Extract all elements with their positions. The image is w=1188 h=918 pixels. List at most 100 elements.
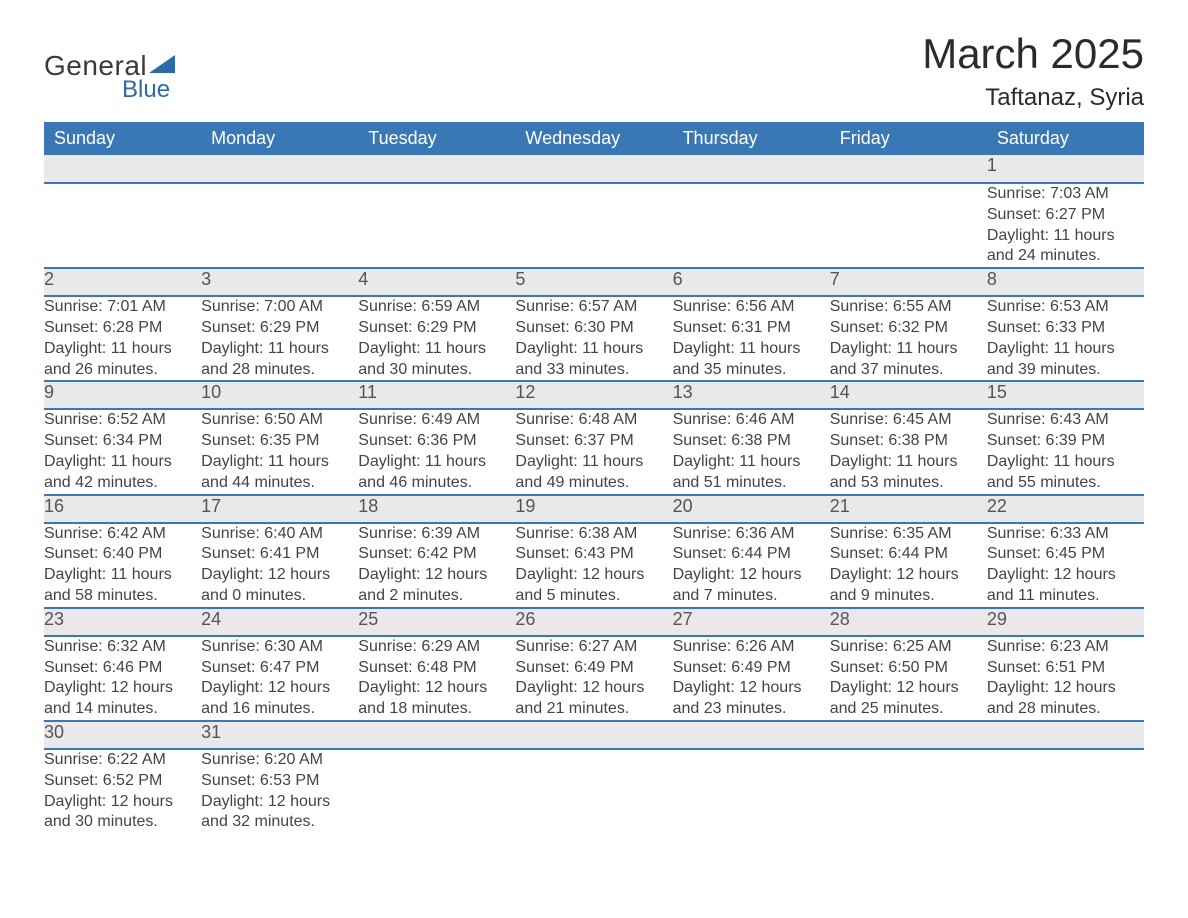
daylight-text: Daylight: 12 hours xyxy=(830,678,987,699)
sunset-text: Sunset: 6:38 PM xyxy=(830,431,987,452)
sunset-text: Sunset: 6:46 PM xyxy=(44,658,201,679)
daylight-text: and 30 minutes. xyxy=(358,360,515,381)
sunset-text: Sunset: 6:29 PM xyxy=(358,318,515,339)
day-number-cell: 25 xyxy=(358,608,515,636)
day-detail-cell: Sunrise: 6:22 AMSunset: 6:52 PMDaylight:… xyxy=(44,749,201,833)
daylight-text: Daylight: 12 hours xyxy=(987,678,1144,699)
daylight-text: Daylight: 11 hours xyxy=(987,226,1144,247)
day-detail-cell: Sunrise: 7:00 AMSunset: 6:29 PMDaylight:… xyxy=(201,296,358,381)
day-number-cell: 24 xyxy=(201,608,358,636)
day-detail-cell xyxy=(44,183,201,268)
daylight-text: Daylight: 11 hours xyxy=(673,339,830,360)
day-detail-cell: Sunrise: 6:33 AMSunset: 6:45 PMDaylight:… xyxy=(987,523,1144,608)
sunrise-text: Sunrise: 6:25 AM xyxy=(830,637,987,658)
sunset-text: Sunset: 6:33 PM xyxy=(987,318,1144,339)
day-detail-cell: Sunrise: 6:43 AMSunset: 6:39 PMDaylight:… xyxy=(987,409,1144,494)
sunset-text: Sunset: 6:28 PM xyxy=(44,318,201,339)
day-detail-cell: Sunrise: 6:50 AMSunset: 6:35 PMDaylight:… xyxy=(201,409,358,494)
sunrise-text: Sunrise: 7:03 AM xyxy=(987,184,1144,205)
day-number-cell: 21 xyxy=(830,495,987,523)
sunrise-text: Sunrise: 6:59 AM xyxy=(358,297,515,318)
sunrise-text: Sunrise: 6:22 AM xyxy=(44,750,201,771)
day-number-cell: 19 xyxy=(515,495,672,523)
sunset-text: Sunset: 6:49 PM xyxy=(515,658,672,679)
daylight-text: and 18 minutes. xyxy=(358,699,515,720)
daylight-text: Daylight: 12 hours xyxy=(358,565,515,586)
location-label: Taftanaz, Syria xyxy=(922,84,1144,112)
day-detail-cell: Sunrise: 6:38 AMSunset: 6:43 PMDaylight:… xyxy=(515,523,672,608)
daylight-text: Daylight: 11 hours xyxy=(515,452,672,473)
daylight-text: and 39 minutes. xyxy=(987,360,1144,381)
day-detail-cell: Sunrise: 6:52 AMSunset: 6:34 PMDaylight:… xyxy=(44,409,201,494)
daylight-text: Daylight: 11 hours xyxy=(44,339,201,360)
day-detail-cell xyxy=(830,749,987,833)
daylight-text: and 44 minutes. xyxy=(201,473,358,494)
day-detail-row: Sunrise: 7:03 AMSunset: 6:27 PMDaylight:… xyxy=(44,183,1144,268)
day-number-cell: 31 xyxy=(201,721,358,749)
header: General Blue March 2025 Taftanaz, Syria xyxy=(44,30,1144,112)
sunset-text: Sunset: 6:34 PM xyxy=(44,431,201,452)
day-detail-cell: Sunrise: 7:03 AMSunset: 6:27 PMDaylight:… xyxy=(987,183,1144,268)
daylight-text: Daylight: 11 hours xyxy=(515,339,672,360)
day-number-cell xyxy=(830,155,987,183)
day-detail-cell: Sunrise: 6:36 AMSunset: 6:44 PMDaylight:… xyxy=(673,523,830,608)
sunrise-text: Sunrise: 6:38 AM xyxy=(515,524,672,545)
daylight-text: Daylight: 12 hours xyxy=(201,565,358,586)
day-number-cell xyxy=(515,721,672,749)
sunset-text: Sunset: 6:29 PM xyxy=(201,318,358,339)
sunset-text: Sunset: 6:37 PM xyxy=(515,431,672,452)
day-number-cell: 3 xyxy=(201,268,358,296)
day-detail-cell xyxy=(830,183,987,268)
day-detail-cell: Sunrise: 6:27 AMSunset: 6:49 PMDaylight:… xyxy=(515,636,672,721)
day-detail-row: Sunrise: 6:22 AMSunset: 6:52 PMDaylight:… xyxy=(44,749,1144,833)
day-number-cell: 29 xyxy=(987,608,1144,636)
sunset-text: Sunset: 6:48 PM xyxy=(358,658,515,679)
sunrise-text: Sunrise: 6:33 AM xyxy=(987,524,1144,545)
day-detail-cell: Sunrise: 6:46 AMSunset: 6:38 PMDaylight:… xyxy=(673,409,830,494)
day-number-row: 2345678 xyxy=(44,268,1144,296)
day-number-cell: 15 xyxy=(987,381,1144,409)
daylight-text: and 0 minutes. xyxy=(201,586,358,607)
day-detail-cell: Sunrise: 6:49 AMSunset: 6:36 PMDaylight:… xyxy=(358,409,515,494)
day-number-cell: 10 xyxy=(201,381,358,409)
day-number-cell xyxy=(673,155,830,183)
daylight-text: and 42 minutes. xyxy=(44,473,201,494)
day-detail-row: Sunrise: 6:32 AMSunset: 6:46 PMDaylight:… xyxy=(44,636,1144,721)
day-number-cell: 7 xyxy=(830,268,987,296)
day-detail-cell: Sunrise: 7:01 AMSunset: 6:28 PMDaylight:… xyxy=(44,296,201,381)
daylight-text: Daylight: 12 hours xyxy=(201,678,358,699)
day-number-row: 23242526272829 xyxy=(44,608,1144,636)
daylight-text: Daylight: 11 hours xyxy=(358,452,515,473)
day-header: Monday xyxy=(201,122,358,155)
day-number-cell: 18 xyxy=(358,495,515,523)
day-number-cell: 14 xyxy=(830,381,987,409)
logo-triangle-icon xyxy=(149,55,175,73)
sunrise-text: Sunrise: 6:45 AM xyxy=(830,410,987,431)
sunrise-text: Sunrise: 7:01 AM xyxy=(44,297,201,318)
day-number-cell xyxy=(44,155,201,183)
day-number-row: 3031 xyxy=(44,721,1144,749)
day-number-cell: 9 xyxy=(44,381,201,409)
day-detail-cell xyxy=(358,183,515,268)
day-number-cell: 13 xyxy=(673,381,830,409)
day-number-cell xyxy=(987,721,1144,749)
daylight-text: and 9 minutes. xyxy=(830,586,987,607)
sunrise-text: Sunrise: 6:53 AM xyxy=(987,297,1144,318)
day-number-row: 16171819202122 xyxy=(44,495,1144,523)
sunset-text: Sunset: 6:41 PM xyxy=(201,544,358,565)
day-number-cell: 6 xyxy=(673,268,830,296)
sunrise-text: Sunrise: 6:26 AM xyxy=(673,637,830,658)
sunset-text: Sunset: 6:36 PM xyxy=(358,431,515,452)
day-detail-cell: Sunrise: 6:23 AMSunset: 6:51 PMDaylight:… xyxy=(987,636,1144,721)
sunrise-text: Sunrise: 6:43 AM xyxy=(987,410,1144,431)
daylight-text: and 35 minutes. xyxy=(673,360,830,381)
day-header-row: Sunday Monday Tuesday Wednesday Thursday… xyxy=(44,122,1144,155)
sunset-text: Sunset: 6:47 PM xyxy=(201,658,358,679)
day-header: Sunday xyxy=(44,122,201,155)
sunrise-text: Sunrise: 6:49 AM xyxy=(358,410,515,431)
day-number-cell xyxy=(358,155,515,183)
day-detail-cell: Sunrise: 6:40 AMSunset: 6:41 PMDaylight:… xyxy=(201,523,358,608)
day-number-cell xyxy=(358,721,515,749)
daylight-text: Daylight: 11 hours xyxy=(44,452,201,473)
sunset-text: Sunset: 6:43 PM xyxy=(515,544,672,565)
